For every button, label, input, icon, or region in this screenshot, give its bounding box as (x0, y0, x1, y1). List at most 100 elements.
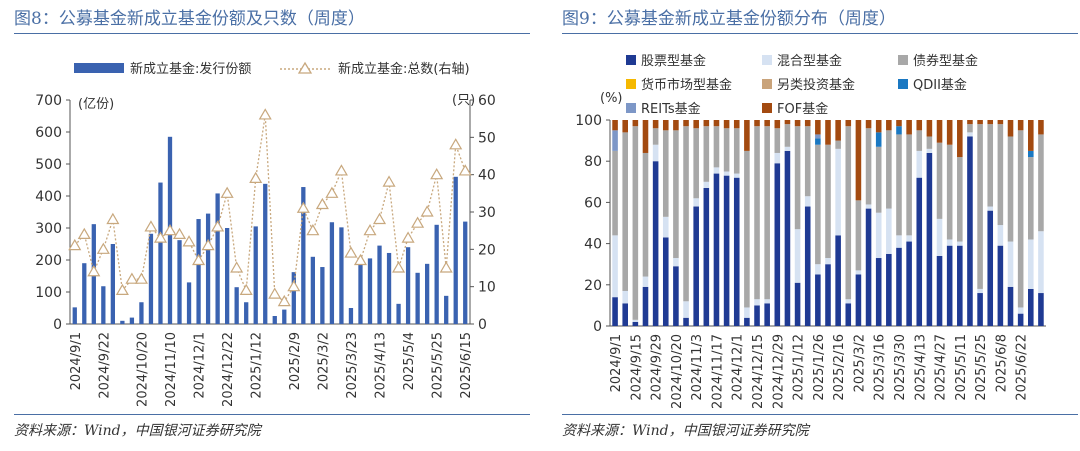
stack-segment (916, 150, 923, 178)
stack-segment (926, 152, 933, 326)
title-rule (562, 33, 1078, 34)
stack-segment (784, 124, 791, 147)
stack-segment (1038, 134, 1044, 232)
stack-segment (815, 144, 821, 265)
stack-segment (896, 126, 902, 135)
legend-bar-swatch (74, 63, 124, 73)
stack-segment (987, 124, 994, 207)
stack-segment (967, 124, 973, 133)
legend-swatch (626, 79, 636, 89)
stack-segment (977, 293, 983, 326)
left-tick-label: 700 (35, 93, 62, 109)
stack-segment (632, 126, 639, 320)
count-marker (334, 164, 348, 176)
stack-segment (693, 120, 699, 129)
stack-segment (865, 120, 872, 129)
stack-segment (987, 206, 994, 211)
x-tick-label: 2025/3/2 (852, 334, 867, 392)
stack-segment (906, 235, 912, 242)
count-marker (287, 279, 301, 292)
count-marker (106, 212, 120, 225)
stack-segment (754, 305, 760, 326)
stack-segment (754, 120, 760, 127)
count-marker (153, 231, 168, 243)
legend-swatch (626, 55, 636, 65)
stack-segment (1017, 313, 1024, 326)
stack-segment (652, 161, 659, 326)
count-marker (68, 238, 82, 251)
stack-segment (662, 237, 669, 326)
x-tick-label: 2024/12/1 (731, 334, 746, 401)
x-tick-label: 2025/5/4 (402, 332, 417, 390)
stack-segment (855, 120, 862, 201)
x-tick-label: 2025/6/8 (994, 334, 1009, 392)
stack-segment (784, 150, 791, 326)
stack-segment (612, 297, 618, 326)
count-marker (144, 220, 158, 232)
stack-segment (997, 245, 1004, 326)
bar (253, 226, 258, 324)
stack-segment (997, 124, 1004, 226)
count-marker (192, 253, 206, 266)
stack-segment (835, 120, 841, 141)
stack-segment (632, 319, 639, 322)
legend-label: 股票型基金 (641, 53, 706, 69)
stack-segment (713, 173, 720, 326)
count-marker (372, 212, 387, 225)
stack-segment (835, 140, 841, 149)
stack-segment (1007, 136, 1014, 242)
legend-swatch (762, 55, 772, 65)
stack-segment (926, 136, 933, 149)
stack-segment (754, 299, 760, 306)
stack-segment (865, 204, 872, 209)
stack-segment (1017, 307, 1024, 314)
count-marker (392, 261, 406, 273)
stack-segment (642, 276, 649, 287)
bar (386, 252, 392, 324)
panel-left: 图8：公募基金新成立基金份额及只数（周度） 新成立基金:发行份额 新成立基金:总数… (0, 0, 530, 451)
x-tick-label: 2024/11/10 (164, 332, 179, 407)
stack-segment (612, 120, 618, 131)
stack-segment (845, 126, 852, 300)
bar (434, 224, 439, 324)
legend-swatch (898, 79, 908, 89)
stack-segment (1028, 288, 1034, 326)
x-tick-label: 2025/3/16 (873, 334, 888, 401)
stack-segment (683, 120, 689, 127)
left-tick-label: 0 (53, 317, 62, 333)
stack-segment (845, 303, 852, 326)
count-marker (163, 223, 177, 236)
legend-label: FOF基金 (777, 101, 828, 117)
x-tick-label: 2025/1/12 (250, 332, 265, 399)
stack-segment (896, 134, 902, 236)
stack-segment (683, 301, 689, 318)
right-tick-label: 40 (478, 168, 496, 184)
stack-segment (652, 120, 659, 129)
stack-segment (886, 253, 892, 326)
stack-segment (693, 198, 699, 207)
stack-segment (926, 120, 933, 137)
stack-segment (744, 307, 750, 318)
y-tick-label: 80 (584, 154, 602, 170)
bar (186, 282, 192, 324)
stack-segment (936, 218, 943, 256)
stack-segment (916, 130, 923, 151)
stack-segment (804, 126, 811, 197)
stack-segment (916, 177, 923, 326)
stack-segment (875, 258, 882, 326)
stack-segment (896, 247, 902, 326)
stack-segment (723, 175, 730, 326)
bar (377, 245, 382, 324)
count-marker (230, 261, 244, 273)
stack-segment (946, 144, 953, 240)
stack-segment (815, 274, 821, 326)
legend-bar-label: 新成立基金:发行份额 (130, 61, 251, 77)
count-marker (430, 167, 444, 180)
x-tick-label: 2025/1/12 (792, 334, 807, 401)
x-tick-label: 2025/5/25 (974, 334, 989, 401)
stack-segment (612, 150, 618, 236)
stack-segment (683, 317, 689, 326)
stack-segment (764, 126, 770, 300)
stack-segment (1007, 120, 1014, 137)
stack-segment (957, 245, 963, 326)
